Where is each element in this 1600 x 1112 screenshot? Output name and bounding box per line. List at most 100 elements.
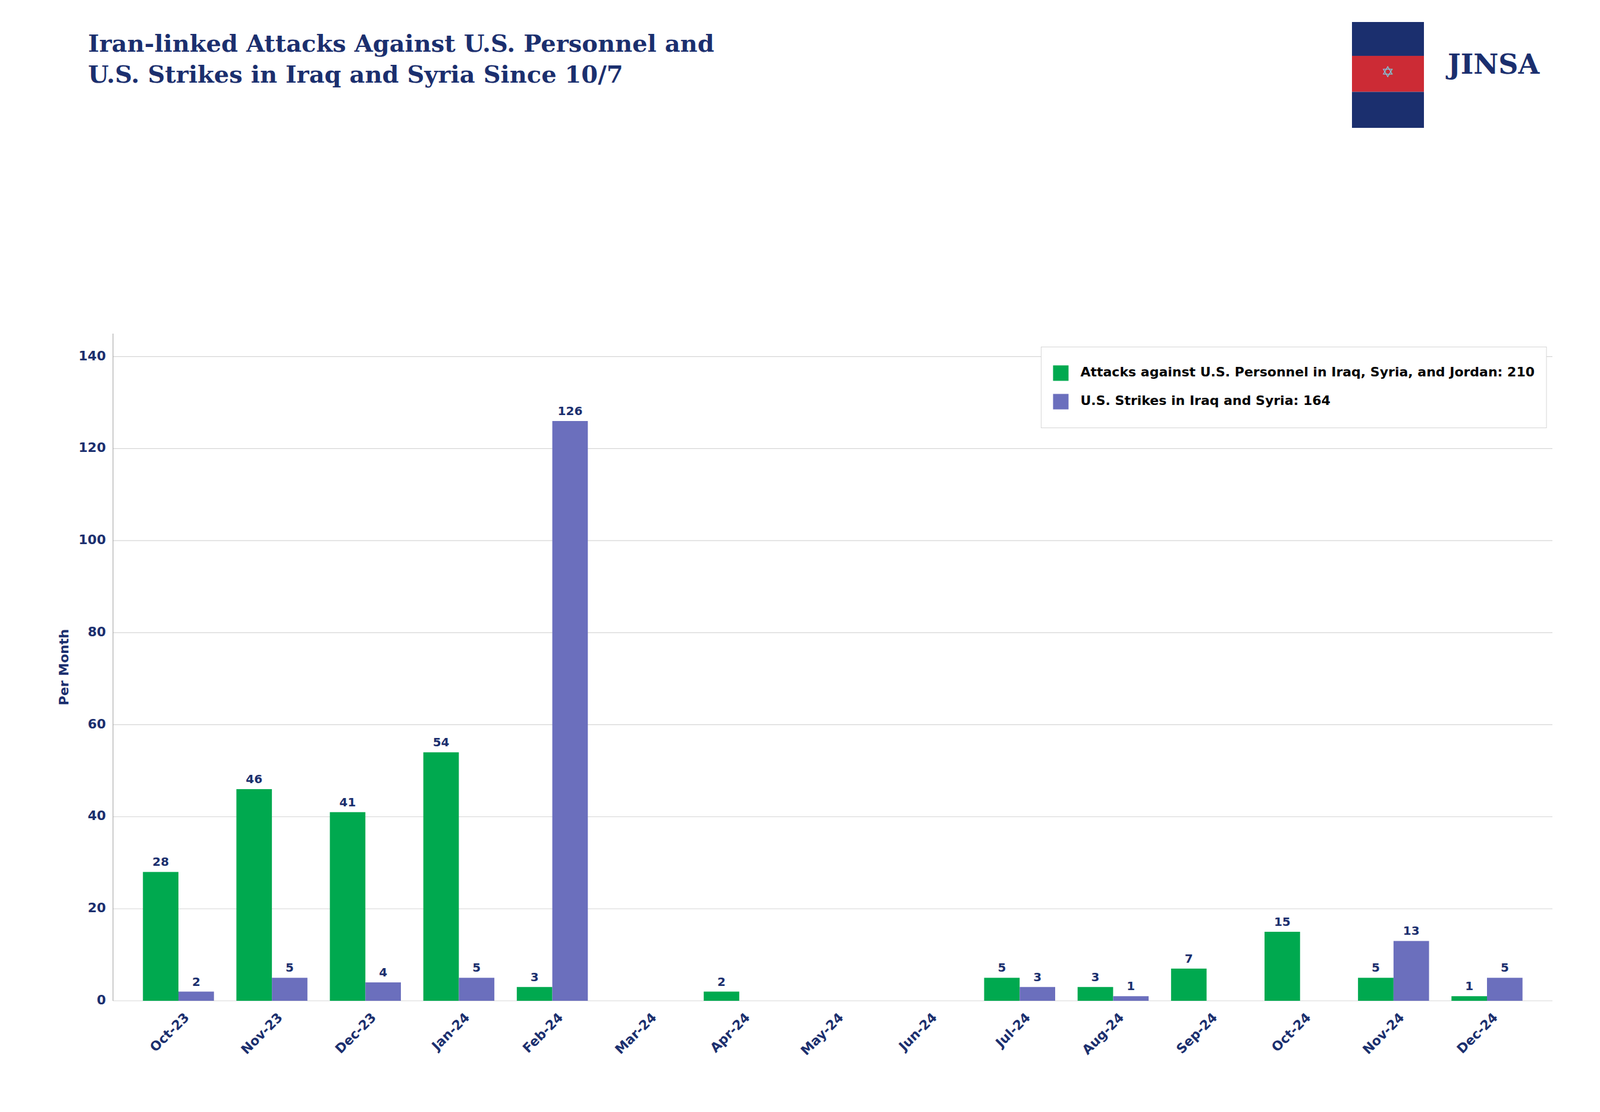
data-label: 46 (245, 772, 263, 787)
x-tick-label: Mar-24 (612, 1009, 660, 1057)
title-line: Iran-linked Attacks Against U.S. Personn… (88, 29, 715, 58)
x-tick-label: Dec-23 (332, 1009, 379, 1057)
x-tick-label: Oct-24 (1268, 1009, 1314, 1056)
bar (1486, 977, 1523, 1002)
bar (1206, 1001, 1243, 1002)
data-label: 2 (717, 974, 726, 990)
bar (645, 1001, 682, 1002)
data-label: 41 (339, 795, 357, 810)
bars (142, 421, 1523, 1002)
bar (142, 871, 179, 1002)
legend-swatch (1052, 365, 1069, 381)
x-tick-label: Sep-24 (1173, 1009, 1221, 1057)
bar (271, 977, 308, 1002)
y-tick-label: 20 (87, 900, 106, 916)
legend-label: U.S. Strikes in Iraq and Syria: 164 (1080, 393, 1330, 409)
data-label: 4 (378, 965, 388, 980)
bar (984, 977, 1021, 1002)
bar (739, 1001, 776, 1002)
x-tick-label: Jan-24 (428, 1009, 473, 1055)
x-tick-label: Feb-24 (519, 1009, 566, 1056)
y-tick-label: 100 (78, 532, 106, 548)
data-label: 5 (285, 960, 294, 975)
logo-stripe (1351, 22, 1424, 56)
bar (890, 1001, 927, 1002)
grid-line (113, 448, 1553, 450)
grid-line (113, 908, 1553, 910)
grid-line (113, 724, 1553, 726)
data-label: 3 (530, 970, 539, 985)
legend-swatch (1052, 393, 1069, 410)
bar (1019, 987, 1056, 1002)
title-line: U.S. Strikes in Iraq and Syria Since 10/… (88, 60, 624, 89)
bar (178, 992, 215, 1002)
x-tick-label: Nov-24 (1359, 1009, 1408, 1058)
bar (1264, 932, 1301, 1002)
background (0, 0, 1600, 1112)
bar (516, 987, 553, 1002)
bar (832, 1001, 869, 1002)
bar (1077, 987, 1114, 1002)
logo: ✡ (1351, 22, 1424, 128)
data-label: 7 (1184, 951, 1194, 966)
title: Iran-linked Attacks Against U.S. Personn… (88, 29, 715, 89)
y-axis-label: Per Month (56, 629, 72, 706)
bar (1112, 996, 1149, 1002)
bar (1451, 996, 1487, 1002)
y-tick-label: 80 (87, 624, 106, 640)
chart: 020406080100120140Per Month2846415432537… (0, 0, 1600, 1112)
logo-text: JINSA (1445, 48, 1541, 81)
y-axis-line (113, 333, 114, 1002)
grid-line (113, 540, 1553, 542)
data-label: 13 (1403, 923, 1420, 938)
bar (330, 812, 366, 1002)
data-label: 2 (192, 974, 201, 990)
legend-frame (1040, 346, 1547, 428)
grid-line (113, 1000, 1553, 1002)
bar (926, 1001, 962, 1002)
data-label: 1 (1464, 979, 1474, 994)
y-tick-label: 0 (96, 992, 106, 1008)
data-label: 1 (1126, 979, 1135, 994)
x-tick-label: Oct-23 (146, 1009, 193, 1056)
x-tick-label: May-24 (797, 1009, 846, 1059)
bar (552, 421, 589, 1002)
bar (1300, 1001, 1336, 1002)
data-label: 5 (1371, 960, 1380, 975)
legend: Attacks against U.S. Personnel in Iraq, … (1040, 346, 1547, 428)
x-tick-label: Aug-24 (1078, 1009, 1127, 1058)
x-tick-label: Nov-23 (237, 1009, 286, 1058)
y-tick-label: 120 (78, 440, 106, 456)
x-tick-label: Jul-24 (992, 1009, 1034, 1052)
data-label: 5 (1500, 960, 1509, 975)
y-tick-label: 40 (87, 808, 106, 824)
bar (1393, 940, 1430, 1002)
data-label: 3 (1033, 970, 1042, 985)
data-label: 5 (472, 960, 481, 975)
logo-stripe (1351, 91, 1424, 128)
bar (423, 752, 460, 1002)
bar (236, 789, 272, 1002)
data-label: 15 (1274, 914, 1291, 930)
data-label: 5 (997, 960, 1006, 975)
y-tick-label: 140 (78, 348, 106, 364)
grid-line (113, 816, 1553, 818)
bar (1171, 968, 1207, 1002)
y-tick-label: 60 (87, 716, 106, 732)
bar (610, 1001, 646, 1002)
data-label: 28 (152, 854, 169, 869)
legend-label: Attacks against U.S. Personnel in Iraq, … (1080, 364, 1535, 380)
bar (1357, 977, 1394, 1002)
logo-stripe (1351, 55, 1424, 93)
x-tick-label: Dec-24 (1453, 1009, 1501, 1057)
bar (458, 977, 495, 1002)
x-tick-label: Jun-24 (895, 1009, 940, 1055)
x-tick-label: Apr-24 (707, 1009, 754, 1056)
data-label: 3 (1091, 970, 1100, 985)
grid-line (113, 632, 1553, 633)
bar (797, 1001, 833, 1002)
bar (703, 992, 740, 1002)
logo-star: ✡ (1381, 63, 1395, 81)
data-label: 54 (433, 735, 450, 750)
bar (365, 982, 401, 1002)
